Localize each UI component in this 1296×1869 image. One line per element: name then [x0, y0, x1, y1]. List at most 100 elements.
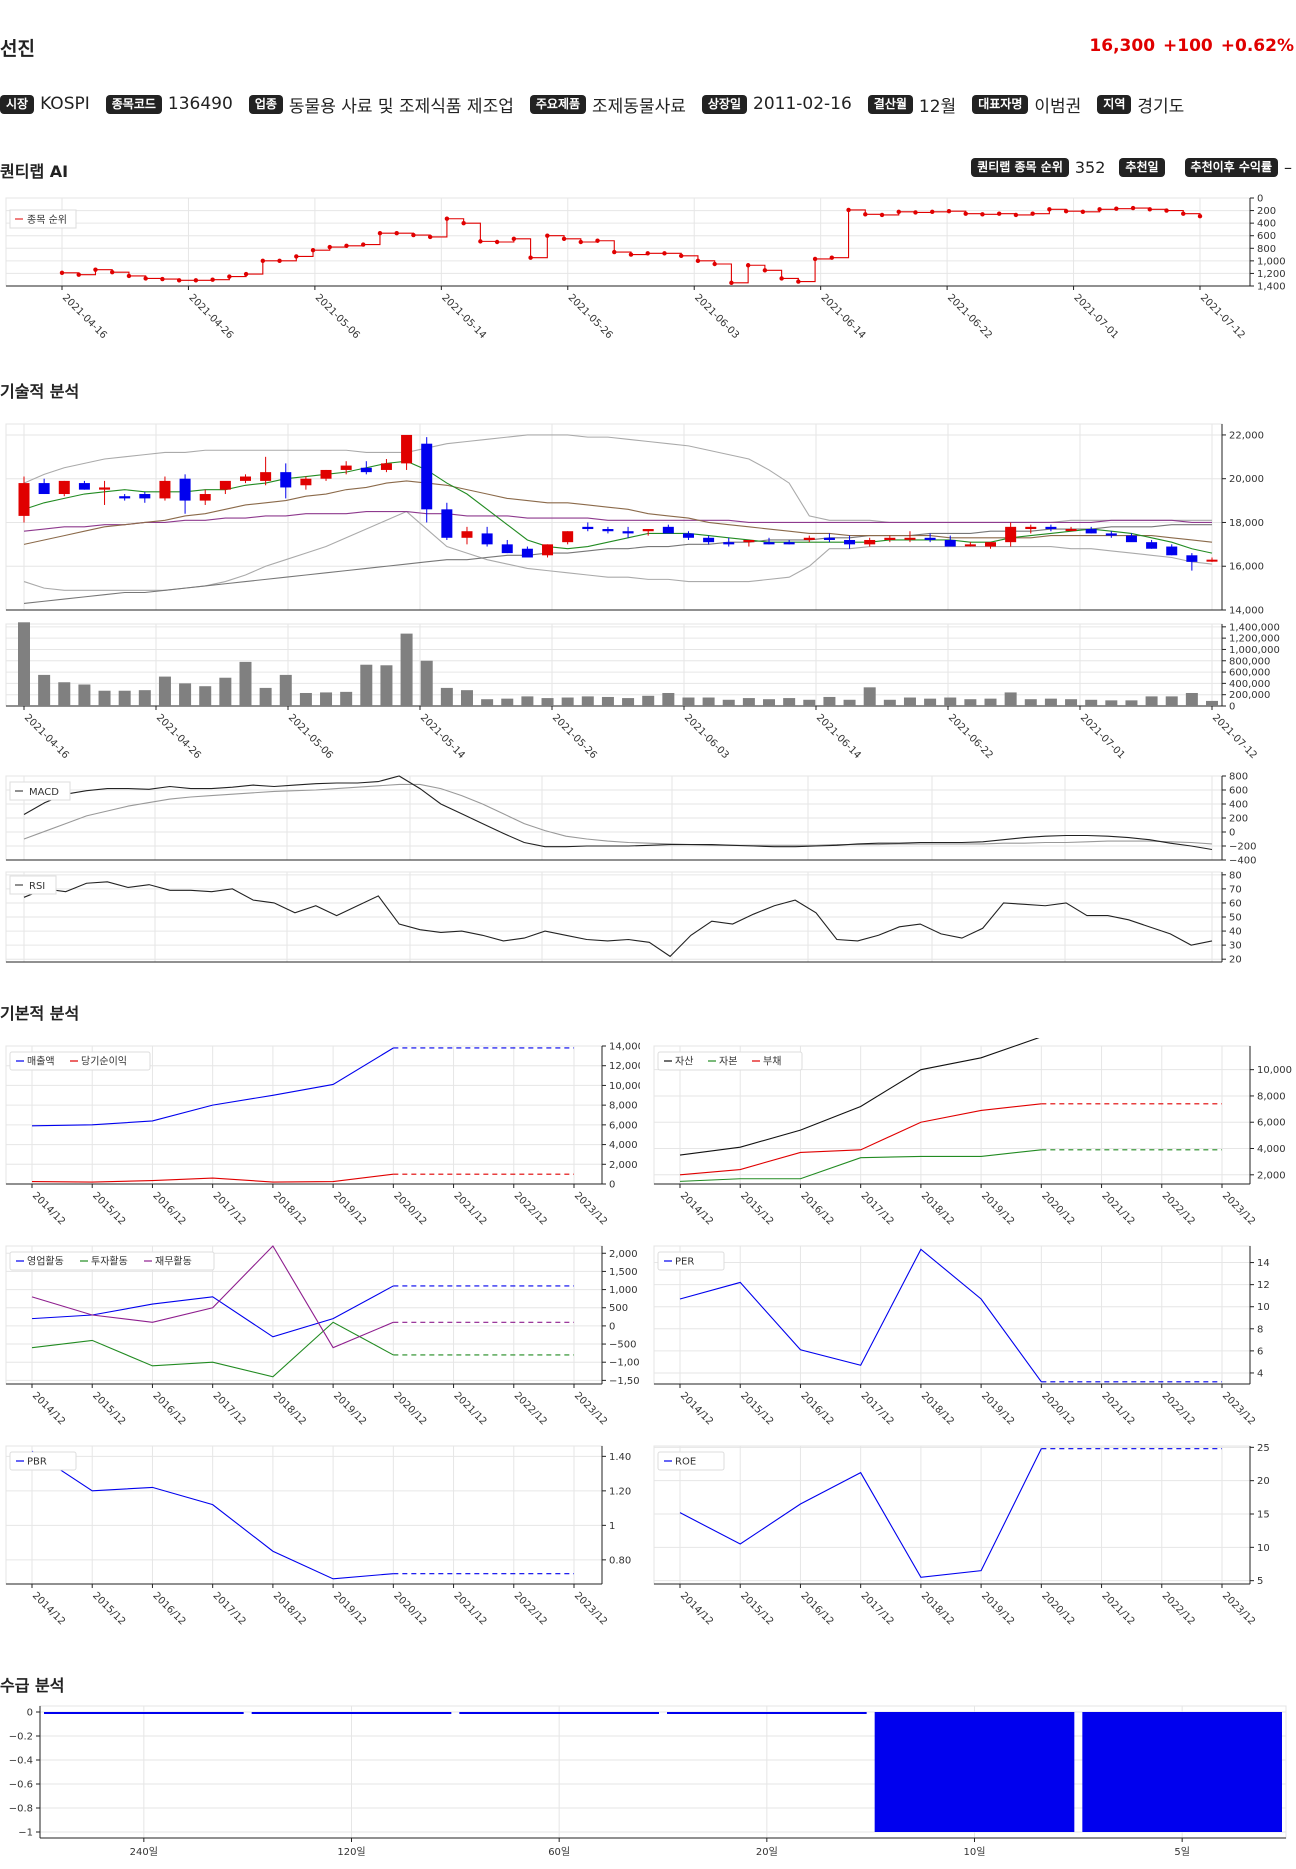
x-tick-label: 2015/12 [90, 1590, 127, 1627]
stock-name: 선진 [0, 38, 35, 60]
x-tick-label: 2021/12 [451, 1190, 488, 1227]
rank-point [1080, 209, 1086, 215]
volume-bar [742, 698, 755, 706]
rank-point [645, 251, 650, 256]
rsi-line [23, 881, 1213, 958]
volume-bar [722, 699, 735, 706]
volume-bar [1145, 696, 1158, 706]
series-line [679, 1038, 1040, 1156]
bollinger-lower-line [23, 510, 1213, 591]
y-tick-label: 4,000 [609, 1140, 638, 1151]
x-tick-label: 2023/12 [572, 1390, 609, 1427]
candle-body [1125, 535, 1137, 543]
y-tick-label: −0.4 [9, 1756, 33, 1767]
candle-body [18, 483, 30, 516]
y-tick-label: 50 [1229, 913, 1242, 924]
x-tick-label: 2021/12 [1099, 1390, 1136, 1427]
rank-point [1030, 211, 1035, 216]
industry-value: 동물용 사료 및 조제식품 제조업 [288, 96, 514, 117]
x-tick-label: 2016/12 [798, 1190, 835, 1227]
candle-body [179, 478, 191, 501]
volume-bar [541, 698, 554, 706]
candle-body [139, 494, 151, 499]
candle-body [542, 544, 554, 556]
rank-point [126, 273, 132, 279]
candle-body [703, 537, 715, 543]
y-tick-label: 0 [1229, 702, 1235, 713]
x-tick-label: 2021-05-06 [313, 292, 362, 340]
x-tick-label: 2021-07-01 [1078, 712, 1127, 761]
candle-body [964, 544, 976, 547]
y-tick-label: −500 [609, 1340, 636, 1351]
legend-label: MACD [29, 787, 59, 798]
y-tick-label: 200,000 [1229, 690, 1270, 701]
rank-point [695, 258, 701, 264]
rank-point [913, 210, 918, 215]
x-tick-label: 2021-06-22 [945, 292, 994, 340]
x-tick-label: 2019/12 [331, 1590, 368, 1627]
market-label: 시장 [0, 94, 35, 114]
volume-bar [259, 687, 272, 706]
rank-point [896, 209, 901, 215]
rank-point [444, 216, 450, 221]
x-tick-label: 5일 [1174, 1846, 1190, 1858]
y-tick-label: 20 [1229, 955, 1242, 966]
rank-point [243, 271, 249, 277]
y-tick-label: 10,000 [1257, 1065, 1292, 1076]
x-tick-label: 2021/12 [1099, 1190, 1136, 1227]
x-tick-label: 2014/12 [30, 1390, 67, 1427]
rank-point [829, 255, 835, 260]
x-tick-label: 240일 [130, 1846, 158, 1858]
x-tick-label: 2016/12 [150, 1590, 187, 1627]
y-tick-label: 60 [1229, 898, 1242, 909]
volume-bar [702, 697, 715, 706]
x-tick-label: 2020/12 [1039, 1590, 1076, 1627]
rank-point [1147, 207, 1152, 212]
x-tick-label: 2022/12 [512, 1190, 549, 1227]
candle-body [1005, 526, 1017, 543]
fiscal-month-label: 결산월 [867, 94, 913, 114]
rank-point [1197, 214, 1203, 219]
supply-bar [251, 1712, 452, 1714]
candle-body [280, 472, 292, 488]
supply-bar [44, 1712, 244, 1714]
volume-bar [863, 687, 876, 706]
candle-body [360, 467, 372, 473]
volume-bar [279, 674, 292, 706]
y-tick-label: 800,000 [1229, 656, 1270, 667]
legend-label: PER [675, 1257, 694, 1268]
volume-bar [400, 633, 413, 706]
rank-point [946, 209, 952, 214]
volume-bar [1105, 700, 1118, 706]
rank-point [210, 277, 215, 282]
x-tick-label: 2021-06-03 [692, 292, 741, 340]
candle-body [1085, 529, 1097, 534]
y-tick-label: 2,000 [609, 1249, 638, 1260]
candle-body [1146, 542, 1158, 549]
legend-label: 재무활동 [155, 1255, 192, 1268]
volume-bar [1024, 699, 1037, 706]
legend-box [9, 781, 71, 801]
macd-line [23, 775, 1213, 851]
region-value: 경기도 [1137, 96, 1185, 117]
supply-bar [874, 1712, 1075, 1832]
plot-area [39, 1705, 1287, 1839]
rank-point [511, 236, 517, 242]
x-tick-label: 2021/12 [451, 1590, 488, 1627]
volume-bar [1065, 699, 1078, 706]
volume-bar [58, 682, 71, 706]
x-tick-label: 2022/12 [1160, 1190, 1197, 1227]
stock-price: 16,300 +100 +0.62% [1081, 36, 1294, 56]
y-tick-label: 1.20 [609, 1486, 631, 1497]
candle-body [1206, 559, 1218, 562]
rank-point [1097, 207, 1102, 212]
y-tick-label: 200 [1257, 206, 1276, 217]
ceo-value: 이범권 [1034, 96, 1082, 117]
candle-body [159, 480, 171, 499]
y-tick-label: 0 [27, 1708, 33, 1719]
y-tick-label: 4,000 [1257, 1144, 1286, 1155]
x-tick-label: 2021-07-12 [1210, 712, 1259, 761]
series-line [679, 1448, 1042, 1578]
volume-bar [78, 684, 91, 706]
x-tick-label: 2018/12 [919, 1590, 956, 1627]
